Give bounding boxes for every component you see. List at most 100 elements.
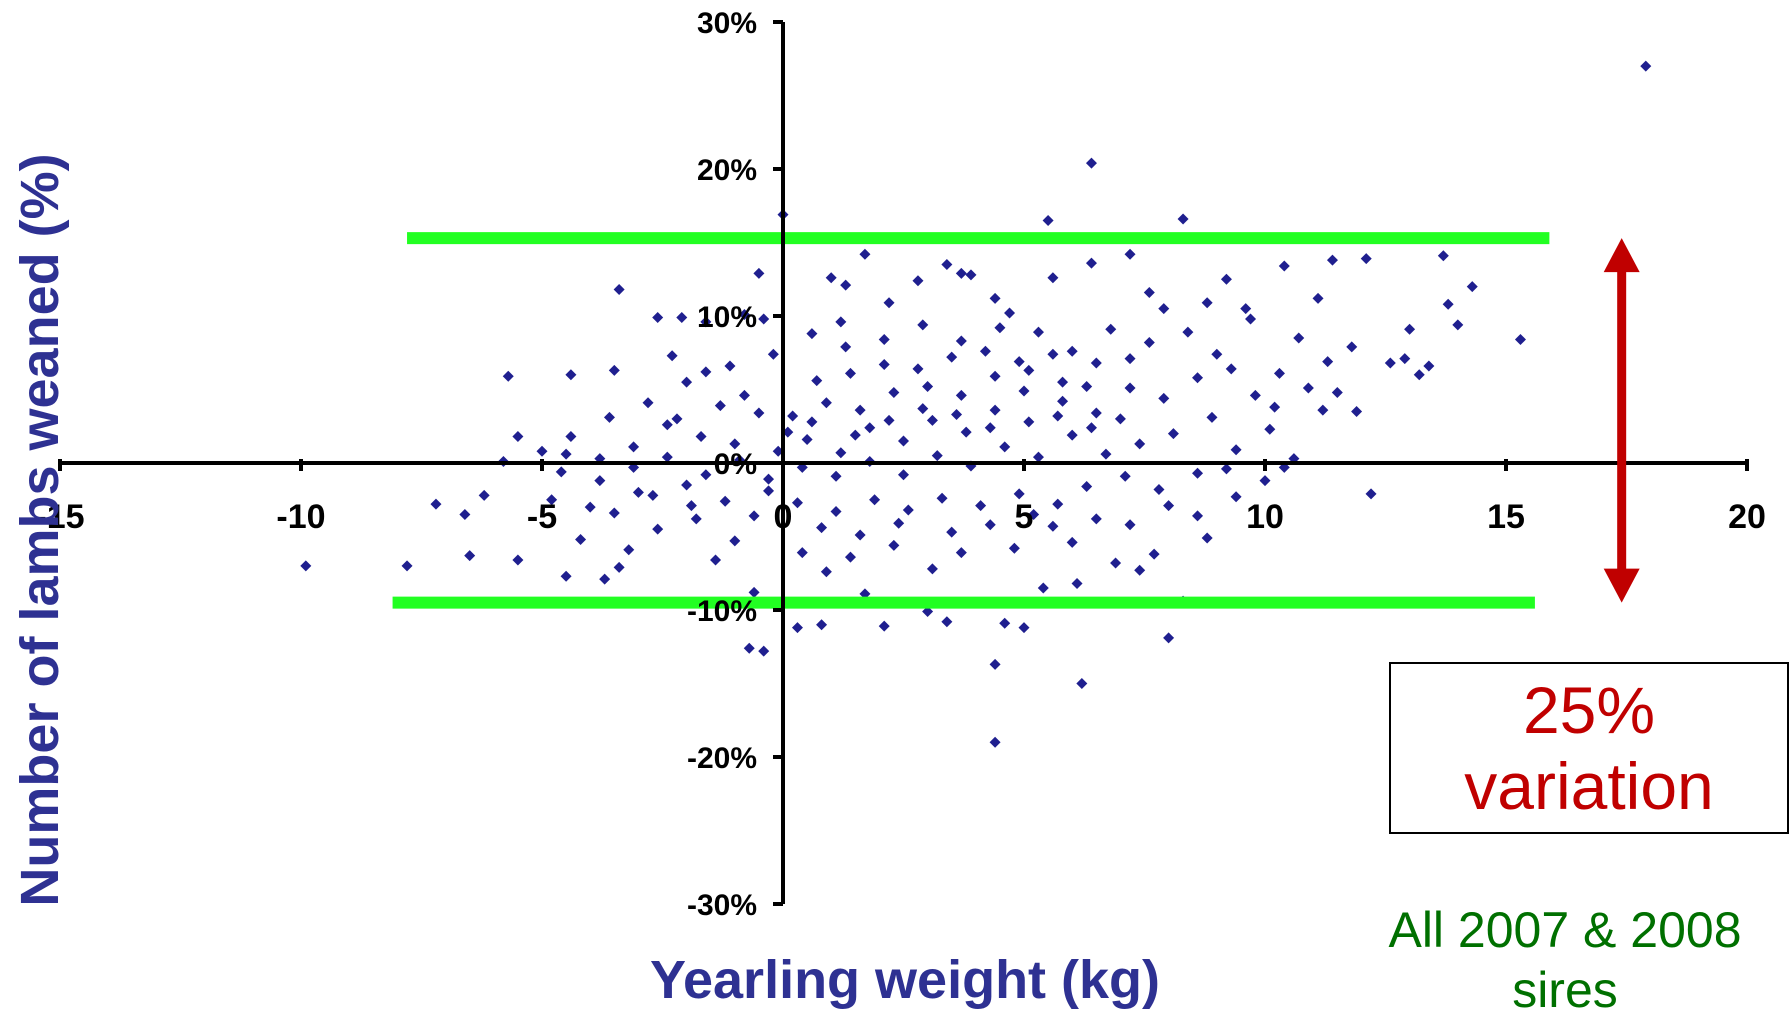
data-point	[512, 554, 524, 566]
data-point	[608, 364, 620, 376]
data-point	[753, 407, 765, 419]
data-point	[1066, 345, 1078, 357]
data-point	[941, 259, 953, 271]
data-point	[989, 370, 1001, 382]
data-point	[594, 475, 606, 487]
data-point	[729, 438, 741, 450]
data-point	[864, 422, 876, 434]
data-point	[738, 389, 750, 401]
sires-footnote: All 2007 & 2008 sires	[1360, 900, 1770, 1020]
data-point	[1437, 250, 1449, 262]
data-point	[999, 617, 1011, 629]
data-point	[835, 316, 847, 328]
y-tick-label: -20%	[687, 742, 757, 775]
data-point	[1514, 334, 1526, 346]
data-point	[902, 504, 914, 516]
data-point	[1042, 214, 1054, 226]
data-point	[743, 642, 755, 654]
data-point	[700, 469, 712, 481]
data-point	[642, 397, 654, 409]
data-point	[1273, 367, 1285, 379]
data-point	[1124, 519, 1136, 531]
data-point	[575, 533, 587, 545]
data-point	[946, 351, 958, 363]
data-point	[955, 389, 967, 401]
x-tick-label: -10	[276, 498, 325, 536]
data-point	[1201, 297, 1213, 309]
data-point	[1134, 438, 1146, 450]
data-point	[791, 497, 803, 509]
data-point	[710, 554, 722, 566]
data-point	[1249, 389, 1261, 401]
data-point	[1346, 341, 1358, 353]
data-point	[859, 588, 871, 600]
data-point	[941, 616, 953, 628]
data-point	[603, 411, 615, 423]
y-axis-title: Number of lambs weaned (%)	[10, 153, 70, 906]
data-point	[300, 560, 312, 572]
data-point	[893, 517, 905, 529]
data-point	[1230, 491, 1242, 503]
data-point	[565, 369, 577, 381]
data-point	[820, 397, 832, 409]
data-point	[1110, 557, 1122, 569]
x-tick-label: -5	[527, 498, 557, 536]
data-point	[613, 561, 625, 573]
data-point	[1312, 292, 1324, 304]
data-point	[878, 359, 890, 371]
data-point	[1071, 578, 1083, 590]
data-point	[1399, 353, 1411, 365]
data-point	[1052, 410, 1064, 422]
variation-label: variation	[1464, 749, 1714, 823]
x-tick-label: 5	[1015, 498, 1034, 536]
data-point	[1153, 483, 1165, 495]
data-point	[1163, 500, 1175, 512]
data-point	[1119, 470, 1131, 482]
data-point	[830, 470, 842, 482]
data-point	[1143, 286, 1155, 298]
data-point	[787, 410, 799, 422]
x-tick-label: 15	[1487, 498, 1525, 536]
data-point	[849, 429, 861, 441]
data-point	[1081, 381, 1093, 393]
data-point	[700, 316, 712, 328]
data-point	[1230, 444, 1242, 456]
data-point	[1206, 411, 1218, 423]
data-point	[984, 422, 996, 434]
data-point	[1452, 319, 1464, 331]
data-point	[1201, 532, 1213, 544]
data-point	[1351, 406, 1363, 418]
data-point	[430, 498, 442, 510]
data-point	[1047, 520, 1059, 532]
data-point	[1047, 348, 1059, 360]
data-point	[975, 500, 987, 512]
data-point	[1442, 298, 1454, 310]
data-point	[806, 328, 818, 340]
data-point	[844, 367, 856, 379]
data-point	[652, 523, 664, 535]
data-point	[632, 486, 644, 498]
data-point	[681, 376, 693, 388]
data-point	[1331, 386, 1343, 398]
data-point	[878, 620, 890, 632]
y-tick-label: 0%	[714, 448, 757, 481]
data-point	[714, 400, 726, 412]
data-point	[912, 363, 924, 375]
data-point	[1057, 395, 1069, 407]
data-point	[512, 431, 524, 443]
data-point	[912, 275, 924, 287]
data-point	[599, 573, 611, 585]
data-point	[459, 508, 471, 520]
data-point	[1090, 407, 1102, 419]
data-point	[1293, 332, 1305, 344]
y-tick-label: 20%	[697, 154, 757, 187]
data-point	[502, 370, 514, 382]
data-point	[536, 445, 548, 457]
x-tick-label: -15	[35, 498, 84, 536]
tick-labels: -15 -10 -5 0 5 10 15 20 -30% -20% -10% 0% 10% 20% 30%	[35, 7, 1765, 922]
data-point	[1192, 510, 1204, 522]
data-point	[1066, 536, 1078, 548]
data-point	[652, 311, 664, 323]
data-point	[816, 522, 828, 534]
data-point	[724, 360, 736, 372]
